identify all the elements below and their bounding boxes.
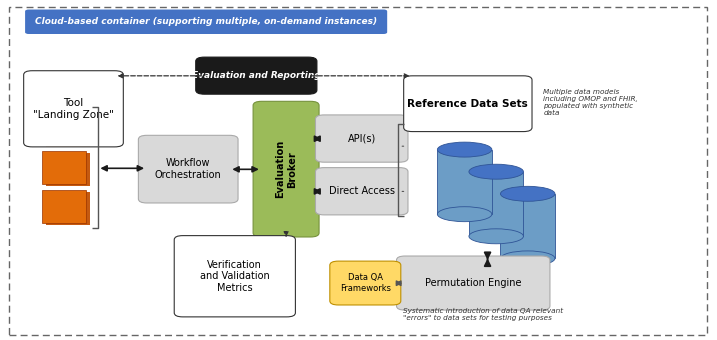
FancyBboxPatch shape [330, 261, 401, 305]
FancyBboxPatch shape [138, 135, 238, 203]
Text: Direct Access: Direct Access [328, 186, 395, 196]
FancyBboxPatch shape [25, 10, 387, 34]
FancyBboxPatch shape [42, 112, 86, 144]
Text: Permutation Engine: Permutation Engine [425, 278, 521, 288]
Text: API(s): API(s) [348, 134, 376, 143]
Text: Evaluation and Reporting: Evaluation and Reporting [192, 71, 320, 80]
Text: Reference Data Sets: Reference Data Sets [407, 99, 528, 109]
FancyBboxPatch shape [315, 115, 408, 162]
FancyBboxPatch shape [404, 76, 532, 132]
FancyBboxPatch shape [397, 256, 550, 310]
Bar [437, 150, 492, 214]
Ellipse shape [469, 229, 523, 244]
Text: Systematic introduction of data QA relevant
"errors" to data sets for testing pu: Systematic introduction of data QA relev… [403, 308, 563, 321]
Text: Tool
"Landing Zone": Tool "Landing Zone" [33, 98, 114, 120]
FancyBboxPatch shape [46, 114, 90, 147]
FancyBboxPatch shape [42, 151, 86, 184]
FancyBboxPatch shape [46, 153, 90, 186]
Text: Data QA
Frameworks: Data QA Frameworks [340, 273, 391, 293]
FancyBboxPatch shape [196, 57, 317, 94]
Text: Evaluation
Broker: Evaluation Broker [275, 140, 297, 198]
Text: Verification
and Validation
Metrics: Verification and Validation Metrics [200, 260, 270, 293]
FancyBboxPatch shape [315, 168, 408, 215]
Bar [500, 194, 555, 258]
FancyBboxPatch shape [46, 192, 90, 225]
Text: Multiple data models
including OMOP and FHIR,
populated with synthetic
data: Multiple data models including OMOP and … [543, 88, 638, 116]
Ellipse shape [437, 142, 492, 157]
Ellipse shape [437, 207, 492, 222]
FancyBboxPatch shape [253, 101, 319, 237]
Text: Workflow
Orchestration: Workflow Orchestration [155, 158, 222, 180]
Ellipse shape [469, 164, 523, 179]
Bar [469, 172, 523, 236]
FancyBboxPatch shape [174, 236, 295, 317]
FancyBboxPatch shape [42, 190, 86, 223]
Ellipse shape [500, 186, 555, 201]
FancyBboxPatch shape [24, 71, 123, 147]
Ellipse shape [500, 251, 555, 266]
Text: Cloud-based container (supporting multiple, on-demand instances): Cloud-based container (supporting multip… [35, 17, 377, 26]
